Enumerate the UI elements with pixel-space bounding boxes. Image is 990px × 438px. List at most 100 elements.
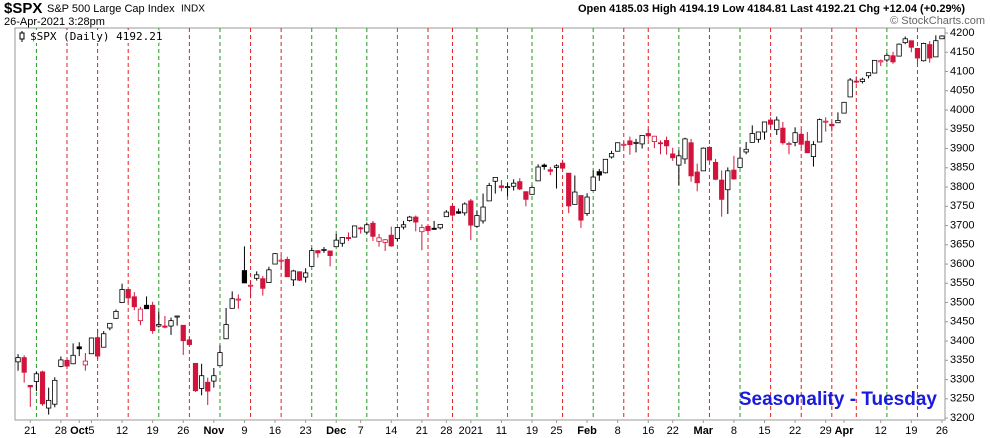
candle-body bbox=[884, 54, 890, 61]
candle-body bbox=[309, 250, 315, 267]
candle-body bbox=[890, 55, 896, 63]
y-tick-label: 3250 bbox=[950, 393, 974, 405]
candle-body bbox=[933, 40, 939, 58]
candle-body bbox=[15, 357, 21, 363]
candle-body bbox=[810, 144, 817, 158]
candle-body bbox=[566, 172, 572, 207]
candle-body bbox=[621, 143, 627, 146]
y-tick-label: 4050 bbox=[950, 85, 974, 97]
candle-body bbox=[21, 357, 27, 373]
x-tick-label: 22 bbox=[789, 425, 801, 437]
x-tick-label: 19 bbox=[905, 425, 917, 437]
candle-body bbox=[39, 371, 46, 405]
candle-body bbox=[615, 142, 621, 152]
x-tick-label: 9 bbox=[241, 425, 247, 437]
timestamp: 26-Apr-2021 3:28pm bbox=[4, 16, 105, 28]
candle-body bbox=[315, 250, 321, 254]
candle-body bbox=[865, 72, 872, 77]
candle-body bbox=[27, 384, 33, 388]
candle-body bbox=[517, 181, 523, 190]
candle-body bbox=[786, 143, 792, 145]
candle-body bbox=[841, 101, 847, 114]
candle-body bbox=[376, 237, 382, 242]
candle-body bbox=[712, 161, 719, 180]
candle-body bbox=[468, 200, 474, 226]
x-tick-label: 23 bbox=[300, 425, 312, 437]
candle-body bbox=[761, 121, 768, 133]
x-tick-label: Oct bbox=[70, 425, 89, 437]
y-tick-label: 3350 bbox=[950, 354, 974, 366]
x-tick-label: 11 bbox=[496, 425, 507, 437]
candle-body bbox=[327, 250, 333, 256]
candle-body bbox=[58, 359, 64, 367]
security-name: S&P 500 Large Cap Index bbox=[47, 3, 175, 15]
candle-body bbox=[345, 237, 352, 240]
candle-body bbox=[498, 185, 505, 188]
candle-body bbox=[939, 35, 945, 40]
candle-body bbox=[333, 239, 339, 248]
x-tick-label: 15 bbox=[758, 425, 770, 437]
candle-body bbox=[199, 375, 205, 389]
x-tick-label: 26 bbox=[936, 425, 948, 437]
candle-body bbox=[725, 170, 731, 191]
x-tick-label: Apr bbox=[835, 425, 855, 437]
candle-body bbox=[150, 304, 156, 332]
candle-body bbox=[645, 133, 651, 137]
y-tick-label: 3900 bbox=[950, 142, 974, 154]
candle-body bbox=[400, 224, 407, 228]
candle-body bbox=[462, 203, 468, 214]
candle-body bbox=[480, 206, 486, 222]
candle-body bbox=[602, 158, 609, 174]
legend-label: $SPX (Daily) 4192.21 bbox=[30, 30, 162, 43]
candle-body bbox=[633, 141, 639, 144]
candle-body bbox=[241, 270, 248, 284]
candle-body bbox=[651, 135, 657, 142]
candle-body bbox=[578, 195, 584, 221]
x-tick-label: 22 bbox=[667, 425, 679, 437]
candle-body bbox=[413, 216, 419, 223]
y-tick-label: 4000 bbox=[950, 104, 974, 116]
candle-body bbox=[217, 352, 223, 367]
candle-body bbox=[853, 80, 859, 83]
candle-body bbox=[823, 120, 829, 123]
candle-body bbox=[358, 227, 364, 230]
candle-body bbox=[260, 278, 266, 289]
candle-body bbox=[608, 153, 615, 158]
x-tick-label: 28 bbox=[440, 425, 452, 437]
y-tick-label: 3700 bbox=[950, 219, 974, 231]
candle-body bbox=[394, 227, 401, 240]
x-tick-label: Mar bbox=[694, 425, 714, 437]
candle-body bbox=[290, 270, 296, 281]
candle-body bbox=[143, 304, 150, 310]
candle-body bbox=[137, 308, 144, 322]
candle-body bbox=[351, 225, 358, 238]
x-tick-label: 12 bbox=[116, 425, 128, 437]
candle-body bbox=[101, 333, 107, 348]
candle-body bbox=[670, 153, 676, 159]
y-tick-label: 4150 bbox=[950, 46, 974, 58]
candle-body bbox=[835, 120, 841, 124]
candle-body bbox=[107, 322, 113, 329]
candle-body bbox=[64, 359, 70, 367]
x-tick-label: 19 bbox=[526, 425, 538, 437]
candles bbox=[15, 35, 945, 415]
legend-box bbox=[17, 30, 159, 43]
x-tick-label: Dec bbox=[326, 425, 346, 437]
exchange: INDX bbox=[181, 4, 205, 15]
candle-body bbox=[529, 187, 535, 195]
candle-body bbox=[639, 135, 645, 145]
candle-body bbox=[370, 222, 376, 237]
candle-body bbox=[94, 337, 101, 357]
candle-body bbox=[247, 284, 254, 287]
candle-body bbox=[382, 239, 388, 243]
candle-body bbox=[180, 324, 186, 342]
candle-body bbox=[535, 166, 541, 182]
y-tick-label: 3650 bbox=[950, 239, 974, 251]
candle-body bbox=[364, 224, 370, 233]
candle-body bbox=[504, 186, 511, 189]
legend-icon bbox=[19, 32, 25, 40]
candle-body bbox=[449, 205, 456, 216]
candle-body bbox=[584, 196, 590, 215]
x-tick-label: 25 bbox=[550, 425, 562, 437]
candle-body bbox=[859, 78, 866, 82]
